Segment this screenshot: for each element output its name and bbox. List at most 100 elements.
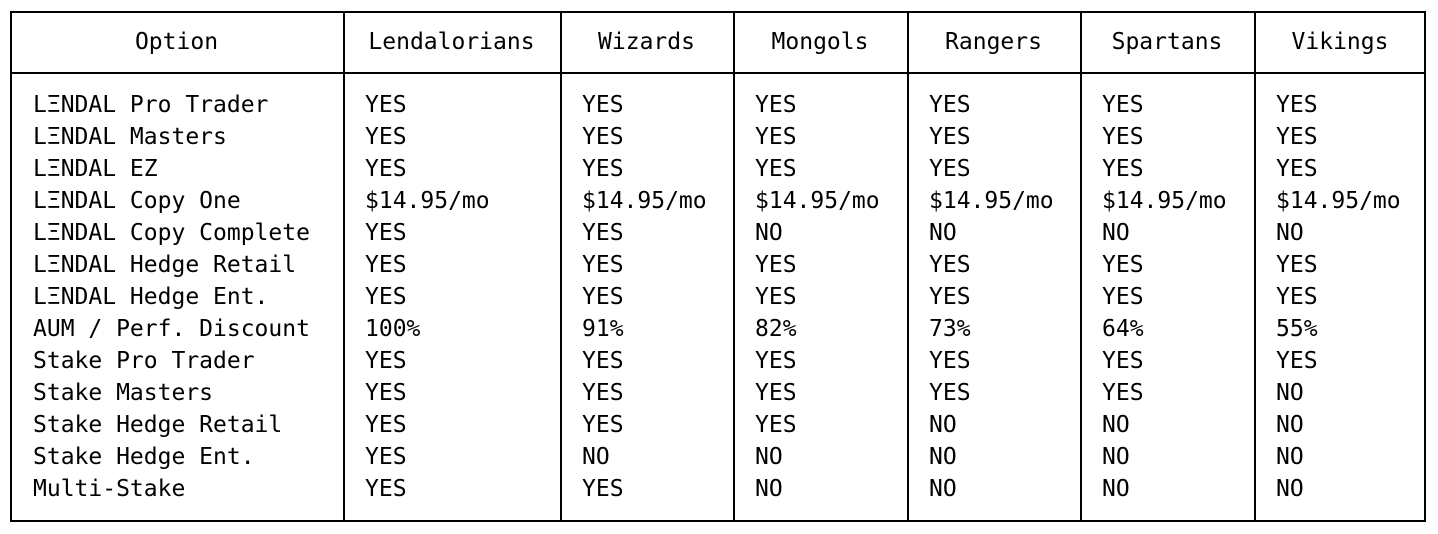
row-label: AUM / Perf. Discount bbox=[33, 316, 310, 342]
table-cell: NO bbox=[755, 444, 783, 470]
table-cell: YES bbox=[365, 444, 407, 470]
table-cell: YES bbox=[1276, 124, 1318, 150]
table-cell: YES bbox=[755, 252, 797, 278]
column-divider bbox=[343, 11, 345, 522]
table-cell: YES bbox=[1102, 380, 1144, 406]
row-label: LΞNDAL Copy Complete bbox=[33, 220, 310, 246]
column-header-lendalorians: Lendalorians bbox=[368, 29, 535, 55]
table-cell: NO bbox=[929, 444, 957, 470]
table-cell: YES bbox=[582, 476, 624, 502]
table-cell: NO bbox=[1276, 476, 1304, 502]
table-cell: YES bbox=[365, 348, 407, 374]
row-label: Stake Masters bbox=[33, 380, 214, 406]
column-header-option: Option bbox=[134, 29, 219, 55]
row-label: Multi-Stake bbox=[33, 476, 186, 502]
table-cell: NO bbox=[929, 412, 957, 438]
table-cell: YES bbox=[1102, 124, 1144, 150]
column-header-spartans: Spartans bbox=[1111, 29, 1223, 55]
table-cell: NO bbox=[1276, 380, 1304, 406]
table-cell: YES bbox=[755, 380, 797, 406]
table-cell: 82% bbox=[755, 316, 797, 342]
row-label: LΞNDAL Hedge Retail bbox=[33, 252, 297, 278]
table-cell: NO bbox=[1276, 412, 1304, 438]
table-cell: $14.95/mo bbox=[1276, 188, 1401, 214]
table-cell: YES bbox=[582, 156, 624, 182]
table-cell: YES bbox=[755, 348, 797, 374]
table-cell: YES bbox=[365, 156, 407, 182]
table-cell: NO bbox=[1102, 444, 1130, 470]
row-label: LΞNDAL Masters bbox=[33, 124, 227, 150]
table-cell: YES bbox=[1102, 284, 1144, 310]
table-cell: YES bbox=[365, 252, 407, 278]
row-label: LΞNDAL Copy One bbox=[33, 188, 241, 214]
table-cell: YES bbox=[1276, 284, 1318, 310]
table-cell: YES bbox=[582, 220, 624, 246]
table-cell: NO bbox=[1102, 412, 1130, 438]
table-cell: $14.95/mo bbox=[582, 188, 707, 214]
column-header-wizards: Wizards bbox=[598, 29, 695, 55]
table-cell: YES bbox=[582, 284, 624, 310]
row-label: Stake Hedge Retail bbox=[33, 412, 283, 438]
table-cell: YES bbox=[582, 124, 624, 150]
column-divider bbox=[560, 11, 562, 522]
table-cell: YES bbox=[582, 412, 624, 438]
table-cell: YES bbox=[365, 412, 407, 438]
table-cell: 100% bbox=[365, 316, 421, 342]
table-cell: YES bbox=[929, 124, 971, 150]
table-cell: YES bbox=[365, 380, 407, 406]
table-cell: YES bbox=[365, 92, 407, 118]
row-label: LΞNDAL Hedge Ent. bbox=[33, 284, 269, 310]
table-cell: NO bbox=[1102, 476, 1130, 502]
column-divider bbox=[733, 11, 735, 522]
table-cell: NO bbox=[1102, 220, 1130, 246]
table-cell: YES bbox=[582, 252, 624, 278]
table-cell: $14.95/mo bbox=[365, 188, 490, 214]
table-cell: NO bbox=[929, 476, 957, 502]
table-cell: YES bbox=[1102, 252, 1144, 278]
table-cell: NO bbox=[1276, 220, 1304, 246]
table-cell: YES bbox=[365, 284, 407, 310]
table-cell: YES bbox=[582, 92, 624, 118]
comparison-table bbox=[10, 11, 1426, 522]
table-cell: YES bbox=[755, 124, 797, 150]
table-cell: YES bbox=[755, 92, 797, 118]
table-cell: YES bbox=[365, 220, 407, 246]
row-label: LΞNDAL Pro Trader bbox=[33, 92, 269, 118]
table-cell: YES bbox=[582, 380, 624, 406]
table-cell: $14.95/mo bbox=[1102, 188, 1227, 214]
column-divider bbox=[907, 11, 909, 522]
table-cell: YES bbox=[365, 124, 407, 150]
table-cell: $14.95/mo bbox=[755, 188, 880, 214]
table-cell: YES bbox=[929, 348, 971, 374]
table-cell: YES bbox=[929, 284, 971, 310]
table-cell: NO bbox=[755, 476, 783, 502]
table-cell: YES bbox=[1102, 92, 1144, 118]
table-cell: YES bbox=[582, 348, 624, 374]
table-cell: $14.95/mo bbox=[929, 188, 1054, 214]
column-header-rangers: Rangers bbox=[945, 29, 1042, 55]
table-cell: YES bbox=[1276, 92, 1318, 118]
table-cell: 55% bbox=[1276, 316, 1318, 342]
table-cell: 91% bbox=[582, 316, 624, 342]
table-cell: YES bbox=[1102, 156, 1144, 182]
table-cell: YES bbox=[1276, 252, 1318, 278]
table-cell: YES bbox=[1276, 156, 1318, 182]
table-cell: YES bbox=[365, 476, 407, 502]
table-cell: NO bbox=[1276, 444, 1304, 470]
table-cell: YES bbox=[755, 156, 797, 182]
column-divider bbox=[1254, 11, 1256, 522]
column-header-vikings: Vikings bbox=[1291, 29, 1389, 55]
column-divider bbox=[1080, 11, 1082, 522]
table-cell: YES bbox=[929, 380, 971, 406]
table-cell: NO bbox=[929, 220, 957, 246]
table-cell: YES bbox=[1102, 348, 1144, 374]
table-cell: YES bbox=[1276, 348, 1318, 374]
table-cell: NO bbox=[755, 220, 783, 246]
table-cell: YES bbox=[929, 156, 971, 182]
table-cell: YES bbox=[755, 412, 797, 438]
table-cell: 73% bbox=[929, 316, 971, 342]
row-label: LΞNDAL EZ bbox=[33, 156, 158, 182]
table-cell: YES bbox=[929, 252, 971, 278]
table-cell: YES bbox=[755, 284, 797, 310]
column-header-mongols: Mongols bbox=[771, 29, 869, 55]
